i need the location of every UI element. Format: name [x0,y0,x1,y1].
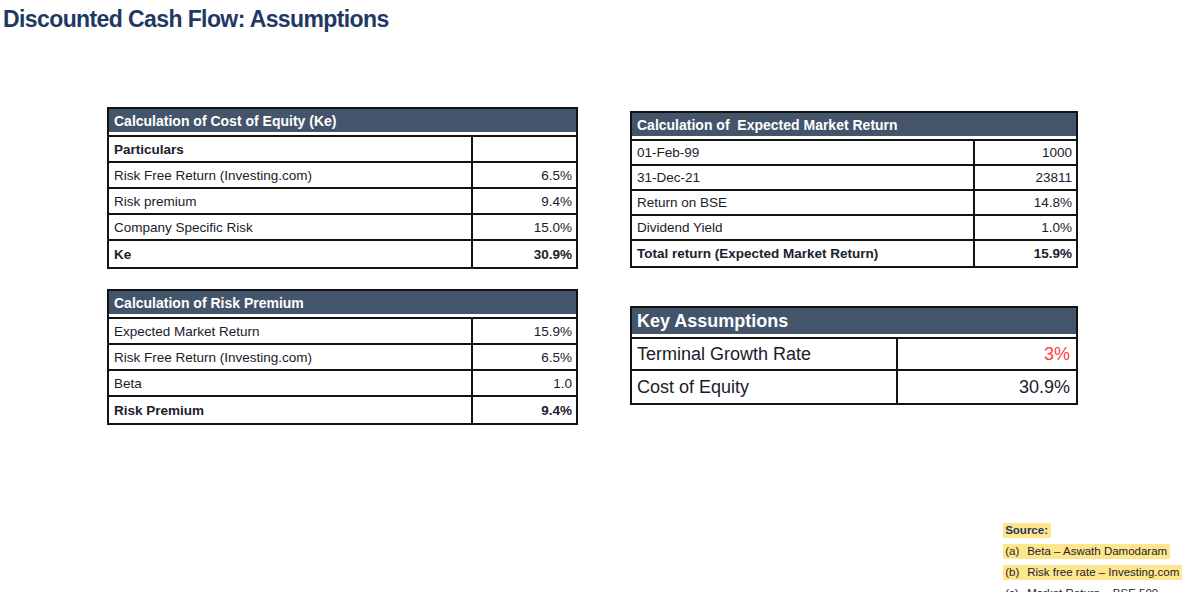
row-label: Cost of Equity [632,371,896,403]
table-key-assumptions: Key Assumptions Terminal Growth Rate 3% … [630,306,1078,405]
row-label: Risk premium [109,189,471,213]
row-label: 31-Dec-21 [632,166,973,189]
table-row: Total return (Expected Market Return) 15… [632,241,1076,266]
table-row: Company Specific Risk 15.0% [109,215,576,241]
source-heading-line: Source: [984,499,1182,520]
row-label: Risk Premium [109,397,471,423]
table-row: Risk Premium 9.4% [109,397,576,423]
row-label: Risk Free Return (Investing.com) [109,345,471,369]
row-value: 15.9% [471,319,576,343]
row-value: 6.5% [471,163,576,187]
row-label: Particulars [109,137,471,161]
row-label: Beta [109,371,471,395]
table-row: 31-Dec-21 23811 [632,166,1076,191]
row-label: Total return (Expected Market Return) [632,241,973,266]
row-value: 15.0% [471,215,576,239]
source-notes: Source: (a)Beta – Aswath Damodaram (b)Ri… [984,499,1182,583]
row-label: Risk Free Return (Investing.com) [109,163,471,187]
source-item-marker: (c) [1005,583,1027,592]
table-row: Return on BSE 14.8% [632,191,1076,216]
table-cost-of-equity: Calculation of Cost of Equity (Ke) Parti… [107,107,578,269]
row-value: 30.9% [471,241,576,267]
row-value: 15.9% [973,241,1076,266]
row-label: Ke [109,241,471,267]
row-value: 1000 [973,141,1076,164]
table-cost-of-equity-header: Calculation of Cost of Equity (Ke) [109,109,576,137]
table-row: Risk premium 9.4% [109,189,576,215]
row-value: 23811 [973,166,1076,189]
table-title: Calculation of Expected Market Return [637,117,898,135]
row-value: 1.0 [471,371,576,395]
row-label: 01-Feb-99 [632,141,973,164]
row-value: 1.0% [973,216,1076,239]
table-risk-premium-header: Calculation of Risk Premium [109,291,576,319]
row-value-cost-of-equity: 30.9% [896,371,1076,403]
table-row: Risk Free Return (Investing.com) 6.5% [109,345,576,371]
row-label: Dividend Yield [632,216,973,239]
table-row: Expected Market Return 15.9% [109,319,576,345]
source-heading: Source: [1003,523,1051,538]
page-title: Discounted Cash Flow: Assumptions [3,6,389,33]
row-label: Return on BSE [632,191,973,214]
table-row: Particulars [109,137,576,163]
slide-canvas: Discounted Cash Flow: Assumptions Calcul… [0,0,1200,592]
table-row: Dividend Yield 1.0% [632,216,1076,241]
table-title: Calculation of Risk Premium [114,295,304,313]
table-row: Risk Free Return (Investing.com) 6.5% [109,163,576,189]
row-label: Company Specific Risk [109,215,471,239]
table-row: 01-Feb-99 1000 [632,141,1076,166]
table-title: Key Assumptions [637,311,788,334]
source-item-text: Risk free rate – Investing.com [1027,566,1179,578]
row-value: 9.4% [471,189,576,213]
source-item-text: Market Return – BSE 500 [1027,587,1158,592]
row-label: Expected Market Return [109,319,471,343]
table-expected-market-return: Calculation of Expected Market Return 01… [630,111,1078,268]
row-value-terminal-growth: 3% [896,339,1076,369]
table-row: Ke 30.9% [109,241,576,267]
table-risk-premium: Calculation of Risk Premium Expected Mar… [107,289,578,425]
row-value: 14.8% [973,191,1076,214]
row-value: 9.4% [471,397,576,423]
row-label: Terminal Growth Rate [632,339,896,369]
table-title: Calculation of Cost of Equity (Ke) [114,113,336,131]
source-item-marker: (a) [1005,541,1027,562]
source-item-marker: (b) [1005,562,1027,583]
row-value: 6.5% [471,345,576,369]
table-expected-market-return-header: Calculation of Expected Market Return [632,113,1076,141]
table-row: Cost of Equity 30.9% [632,371,1076,403]
row-value [471,137,576,161]
source-item-text: Beta – Aswath Damodaram [1027,545,1167,557]
table-key-assumptions-header: Key Assumptions [632,308,1076,339]
table-row: Beta 1.0 [109,371,576,397]
table-row: Terminal Growth Rate 3% [632,339,1076,371]
